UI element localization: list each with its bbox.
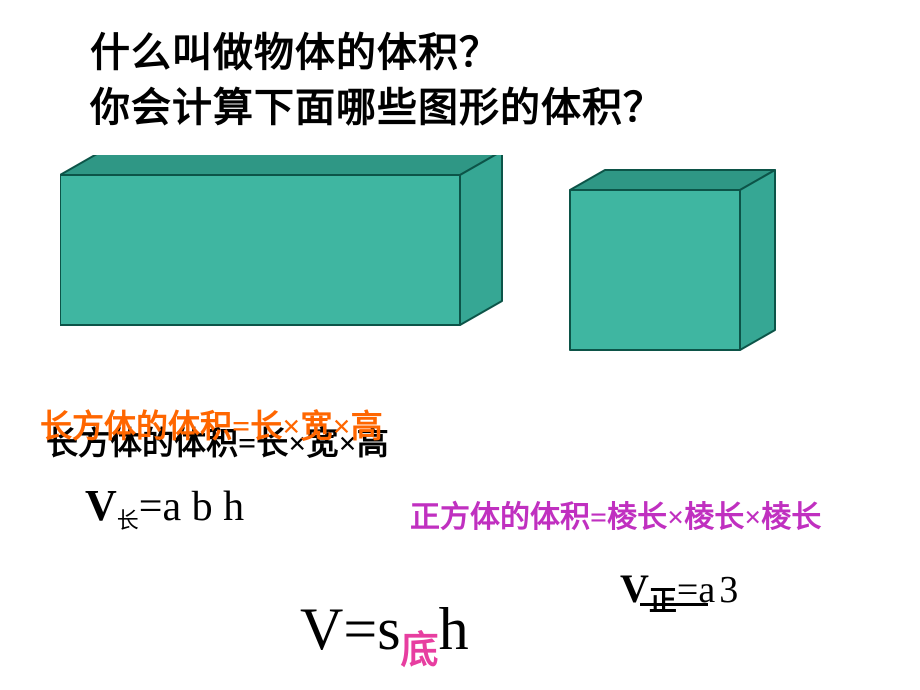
cube-formula-sub: 正 — [649, 586, 677, 617]
base-formula-sub: 底 — [401, 630, 439, 672]
base-formula-h: h — [439, 596, 469, 662]
slide: 什么叫做物体的体积？ 你会计算下面哪些图形的体积？ 长方体的体积=长×宽×高 长… — [0, 0, 920, 690]
shapes-svg — [60, 155, 860, 405]
question-line-2: 你会计算下面哪些图形的体积？ — [90, 75, 664, 133]
base-formula-eq: = — [343, 596, 377, 662]
cube-formula: V正=a3 — [620, 565, 738, 612]
base-formula-s: s — [377, 596, 400, 662]
shapes-area — [60, 155, 860, 385]
cuboid-formula-v: V — [85, 481, 117, 530]
cuboid-formula: V长=a b h — [85, 480, 244, 531]
cuboid-label-red: 长方体的体积=长×宽×高 — [40, 401, 383, 447]
cube-formula-underline — [640, 603, 708, 606]
cuboid-formula-rest: =a b h — [139, 484, 244, 530]
question-line-1: 什么叫做物体的体积？ — [90, 20, 500, 78]
cuboid-formula-sub: 长 — [117, 508, 139, 533]
cube-label: 正方体的体积=棱长×棱长×棱长 — [410, 492, 821, 536]
base-formula-v: V — [300, 596, 343, 662]
cube-formula-exp: 3 — [719, 569, 738, 611]
base-formula: V=s底h — [300, 595, 469, 664]
